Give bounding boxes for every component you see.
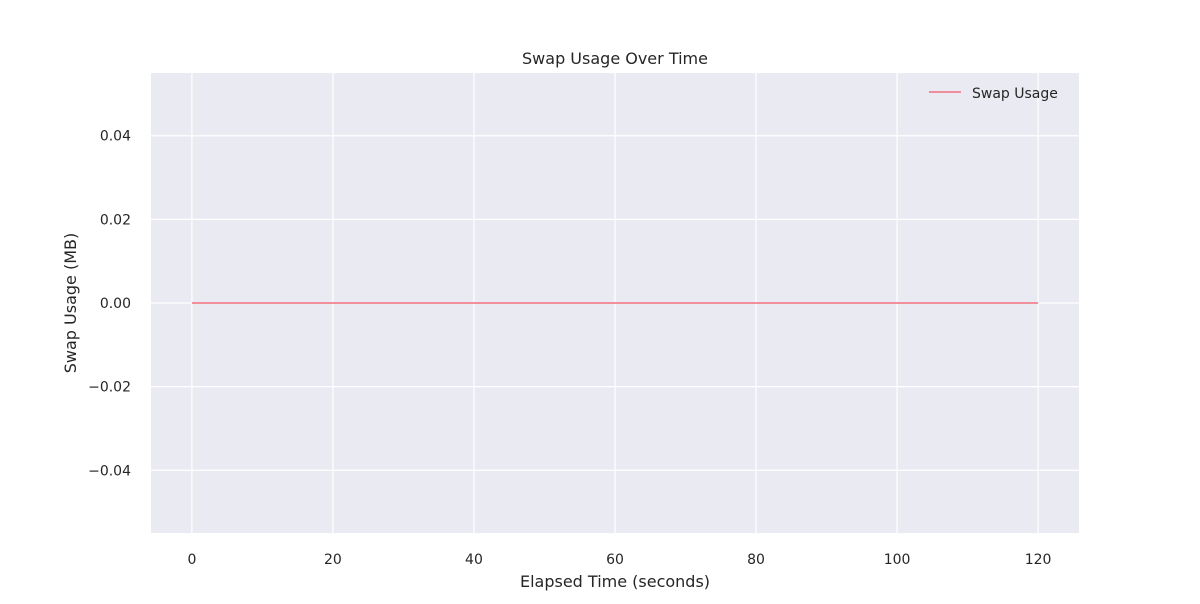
x-tick-label-6: 120 (1025, 552, 1052, 568)
y-tick-label-1: −0.02 (88, 380, 131, 396)
chart-title: Swap Usage Over Time (522, 49, 708, 68)
y-tick-label-0: −0.04 (88, 463, 131, 479)
x-tick-label-0: 0 (187, 552, 196, 568)
x-tick-label-2: 40 (465, 552, 483, 568)
tick-labels: 0 20 40 60 80 100 120 −0.04 −0.02 0.00 0.02 0.04 (88, 129, 1051, 568)
x-tick-label-1: 20 (324, 552, 342, 568)
y-axis-label: Swap Usage (MB) (61, 233, 80, 374)
y-tick-label-3: 0.02 (100, 212, 131, 228)
legend: Swap Usage (929, 86, 1058, 102)
y-tick-label-4: 0.04 (100, 129, 131, 145)
legend-label-swap-usage: Swap Usage (972, 86, 1058, 102)
y-tick-label-2: 0.00 (100, 296, 131, 312)
x-tick-label-3: 60 (606, 552, 624, 568)
x-tick-label-4: 80 (747, 552, 765, 568)
x-axis-label: Elapsed Time (seconds) (520, 572, 710, 591)
x-tick-label-5: 100 (884, 552, 911, 568)
